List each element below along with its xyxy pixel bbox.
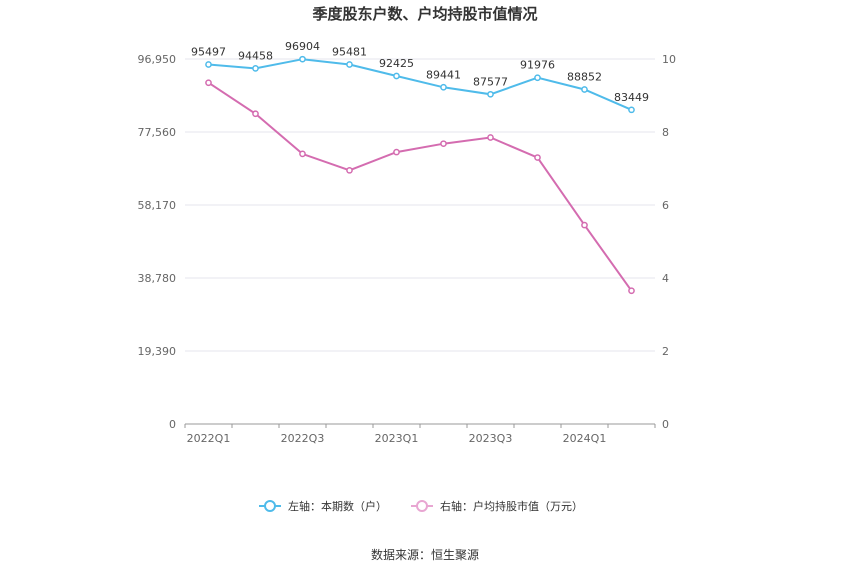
left-tick-label: 77,560 (138, 126, 177, 139)
data-point[interactable] (534, 154, 541, 161)
legend-marker (416, 500, 428, 512)
source-note: 数据来源：恒生聚源 (371, 547, 479, 562)
data-point[interactable] (440, 83, 447, 91)
data-label: 88852 (567, 70, 602, 83)
right-tick-label: 10 (662, 53, 676, 66)
data-label: 95497 (191, 45, 226, 58)
right-tick-label: 2 (662, 345, 669, 358)
data-point[interactable] (346, 166, 353, 174)
data-point[interactable] (487, 90, 494, 98)
series-layer: 95497 94458 96904 95481 92425 89441 87577 91976… (191, 40, 649, 295)
data-label: 91976 (520, 59, 555, 72)
data-point[interactable] (205, 61, 212, 68)
data-point[interactable] (252, 110, 259, 118)
data-point[interactable] (487, 134, 494, 141)
legend-label: 左轴：本期数（户） (288, 499, 387, 513)
legend-marker (264, 500, 276, 512)
data-point[interactable] (628, 287, 635, 295)
right-tick-label: 8 (662, 126, 669, 139)
data-label: 83449 (614, 91, 649, 104)
left-tick-label: 0 (169, 418, 176, 431)
data-point[interactable] (205, 79, 212, 87)
data-point[interactable] (440, 140, 447, 148)
left-tick-label: 38,780 (138, 272, 177, 285)
data-label: 89441 (426, 68, 461, 81)
data-point[interactable] (534, 74, 541, 82)
data-point[interactable] (581, 221, 588, 229)
x-axis: 2022Q1 2022Q3 2023Q1 2023Q3 2024Q1 (184, 423, 656, 445)
data-label: 94458 (238, 49, 273, 62)
series-line-0 (208, 58, 632, 111)
x-tick-label: 2023Q3 (469, 432, 513, 445)
data-point[interactable] (252, 65, 259, 72)
data-label: 95481 (332, 46, 367, 59)
left-tick-label: 58,170 (138, 199, 177, 212)
data-point[interactable] (393, 72, 400, 80)
data-point[interactable] (581, 86, 588, 93)
right-axis: 0 2 4 6 8 10 (662, 53, 676, 431)
right-tick-label: 0 (662, 418, 669, 431)
data-point[interactable] (299, 150, 306, 158)
left-tick-label: 96,950 (138, 53, 177, 66)
x-tick-label: 2022Q3 (281, 432, 325, 445)
data-label: 92425 (379, 57, 414, 70)
grid (185, 58, 655, 352)
x-tick-label: 2024Q1 (563, 432, 607, 445)
x-tick-label: 2023Q1 (375, 432, 419, 445)
legend-label: 右轴：户均持股市值（万元） (440, 499, 583, 513)
data-label: 96904 (285, 40, 320, 53)
left-axis: 0 19,390 38,780 58,170 77,560 96,950 (138, 53, 177, 431)
data-label: 87577 (473, 75, 508, 88)
x-tick-label: 2022Q1 (187, 432, 231, 445)
data-point[interactable] (346, 61, 353, 68)
right-tick-label: 4 (662, 272, 669, 285)
series-line-1 (207, 81, 633, 292)
data-point[interactable] (628, 106, 635, 114)
chart-title: 季度股东户数、户均持股市值情况 (312, 5, 537, 23)
right-tick-label: 6 (662, 199, 669, 212)
legend-item-0[interactable]: 左轴：本期数（户） (259, 499, 387, 513)
legend-item-1[interactable]: 右轴：户均持股市值（万元） (411, 499, 583, 513)
data-point[interactable] (299, 55, 306, 63)
legend[interactable]: 左轴：本期数（户） 右轴：户均持股市值（万元） (259, 499, 583, 513)
data-point[interactable] (393, 148, 400, 156)
left-tick-label: 19,390 (138, 345, 177, 358)
